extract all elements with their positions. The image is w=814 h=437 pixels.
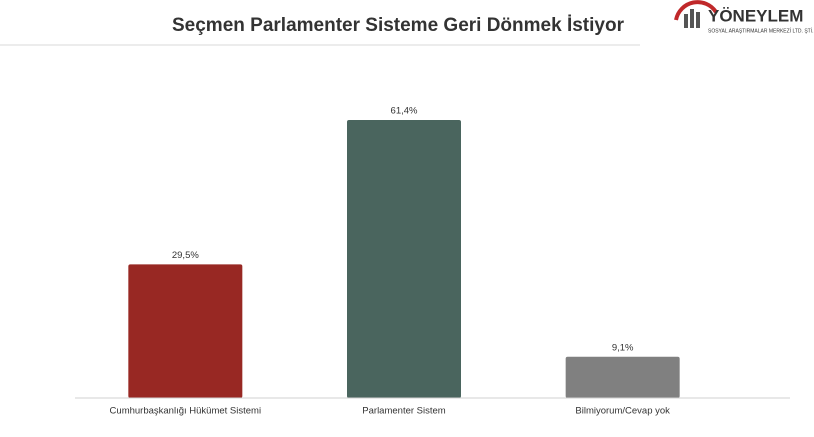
logo-icon (690, 9, 694, 28)
logo-icon (684, 14, 688, 28)
logo-name: YÖNEYLEM (708, 6, 803, 25)
value-label: 61,4% (391, 105, 418, 116)
value-label: 9,1% (612, 342, 634, 353)
value-label: 29,5% (172, 250, 199, 261)
x-tick-label: Parlamenter Sistem (362, 406, 446, 417)
logo-icon (696, 12, 700, 28)
bar (565, 356, 680, 398)
chart-title: Seçmen Parlamenter Sisteme Geri Dönmek İ… (172, 15, 625, 36)
bar (347, 119, 461, 399)
bar (128, 264, 243, 398)
logo: YÖNEYLEM SOSYAL ARAŞTIRMALAR MERKEZİ LTD… (674, 0, 814, 34)
x-tick-label: Bilmiyorum/Cevap yok (575, 406, 670, 417)
x-tick-label: Cumhurbaşkanlığı Hükümet Sistemi (110, 406, 262, 417)
logo-arc (674, 0, 718, 21)
logo-tagline: SOSYAL ARAŞTIRMALAR MERKEZİ LTD. ŞTİ. (708, 27, 814, 34)
